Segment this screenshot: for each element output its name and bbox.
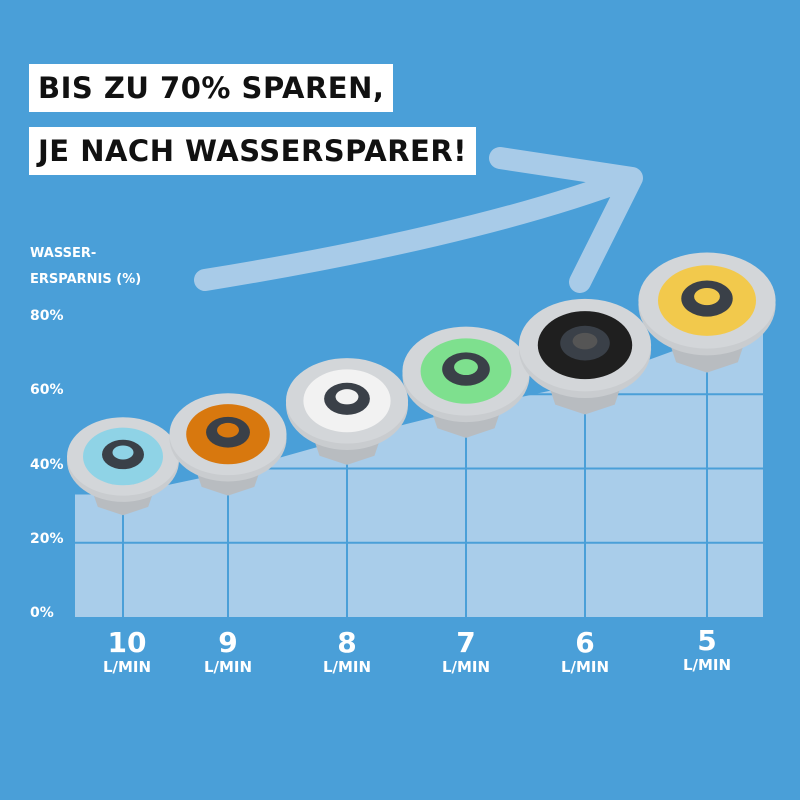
marker-hole [217, 422, 239, 438]
x-category-unit: L/MIN [203, 658, 253, 676]
x-category-number: 10 [107, 626, 147, 659]
y-tick-label: 20% [30, 530, 64, 547]
y-axis-label-line-1: WASSER- [30, 246, 97, 261]
marker-hole [694, 287, 720, 306]
y-tick-label: 0% [30, 605, 54, 621]
marker-hole [454, 359, 478, 376]
y-tick-label: 60% [30, 382, 64, 399]
water-saver-marker [169, 393, 287, 496]
y-tick-label: 40% [30, 456, 64, 473]
x-category-label: 8 L/MIN [287, 626, 407, 677]
x-category-unit: L/MIN [102, 658, 152, 676]
x-category-unit: L/MIN [682, 656, 732, 674]
x-category-unit: L/MIN [560, 658, 610, 676]
water-saver-marker [518, 298, 652, 415]
x-category-unit: L/MIN [322, 658, 372, 676]
x-category-number: 7 [456, 626, 476, 659]
water-saver-marker [285, 358, 409, 465]
marker-hole [112, 445, 134, 460]
x-category-unit: L/MIN [441, 658, 491, 676]
water-saver-marker [638, 252, 776, 373]
x-category-label: 5 L/MIN [647, 624, 767, 675]
x-category-label: 9 L/MIN [168, 626, 288, 677]
marker-hole [572, 332, 598, 350]
water-saver-marker [402, 326, 530, 438]
x-category-label: 10 L/MIN [67, 626, 187, 677]
y-tick-label: 80% [30, 308, 64, 324]
x-category-label: 6 L/MIN [525, 626, 645, 677]
marker-hole [335, 389, 359, 405]
x-category-number: 5 [697, 624, 717, 657]
x-category-number: 8 [337, 626, 357, 659]
trend-arrow [194, 147, 643, 293]
y-axis-label-line-2: ERSPARNIS (%) [30, 272, 142, 287]
x-category-number: 9 [218, 626, 238, 659]
water-saver-marker [67, 417, 179, 516]
x-category-number: 6 [575, 626, 595, 659]
headline-line-1: BIS ZU 70% SPAREN, [29, 64, 394, 112]
headline-line-2: JE NACH WASSERSPARER! [29, 127, 476, 175]
x-category-label: 7 L/MIN [406, 626, 526, 677]
